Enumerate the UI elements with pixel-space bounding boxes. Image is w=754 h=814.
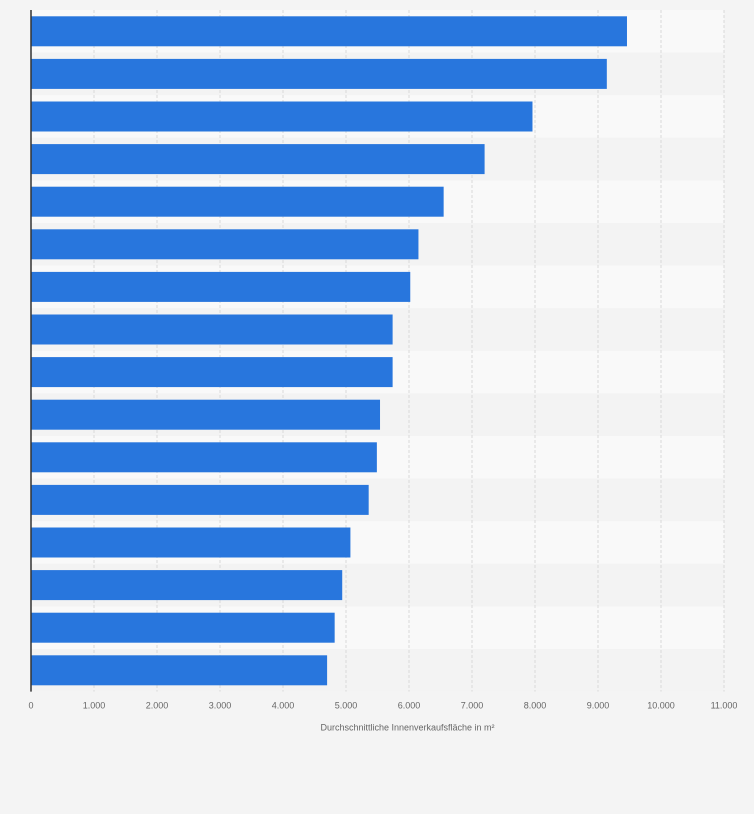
bar[interactable] [31,101,533,132]
bar[interactable] [31,229,419,260]
x-tick-label: 3.000 [209,701,232,711]
x-tick-label: 6.000 [398,701,421,711]
bar[interactable] [31,484,369,515]
bar[interactable] [31,16,627,47]
bar[interactable] [31,58,607,89]
bar[interactable] [31,527,351,558]
bars [31,16,627,686]
bar[interactable] [31,186,444,217]
bar[interactable] [31,570,343,601]
x-axis-label: Durchschnittliche Innenverkaufsfläche in… [320,723,494,733]
x-tick-label: 11.000 [711,701,738,711]
bar[interactable] [31,314,393,345]
x-tick-label: 4.000 [272,701,295,711]
bar[interactable] [31,442,377,473]
x-axis-ticks: 0 1.000 2.000 3.000 4.000 5.000 6.000 7.000 8.00… [28,701,737,711]
x-tick-label: 10.000 [647,701,675,711]
x-tick-label: 8.000 [524,701,547,711]
x-tick-label: 5.000 [335,701,358,711]
x-tick-label: 0 [28,701,33,711]
x-tick-label: 2.000 [146,701,169,711]
bar[interactable] [31,612,335,643]
bar[interactable] [31,655,328,686]
bar[interactable] [31,399,381,430]
bar[interactable] [31,144,485,175]
bar[interactable] [31,357,393,388]
x-tick-label: 7.000 [461,701,484,711]
x-tick-label: 1.000 [83,701,106,711]
bar[interactable] [31,271,411,302]
x-tick-label: 9.000 [587,701,610,711]
